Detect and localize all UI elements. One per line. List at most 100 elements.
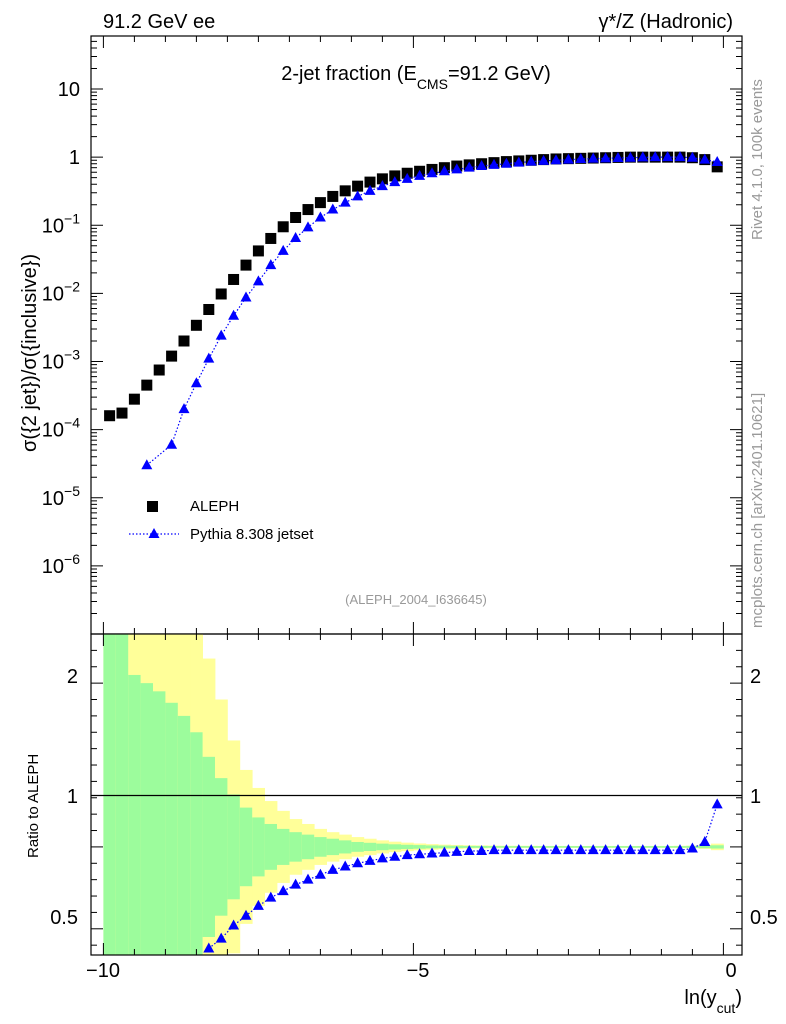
main-ytick-label: 10 [58, 79, 80, 101]
aleph-data-point [327, 190, 339, 202]
ratio-ytick-label-2-right: 2 [750, 666, 761, 688]
aleph-data-point [240, 259, 252, 271]
pythia-data-point [277, 244, 289, 255]
pythia-data-point [401, 172, 413, 183]
ratio-stat-band [252, 817, 265, 877]
ratio-uncertainty-bands [103, 634, 724, 955]
main-ytick-label-exponent: −6 [64, 551, 80, 567]
xlabel-pre: ln(y [684, 987, 716, 1009]
ratio-pythia-point [265, 891, 277, 902]
pythia-data-point [240, 291, 252, 302]
main-ytick-label-exponent: −3 [64, 347, 80, 363]
ratio-pythia-point [426, 847, 438, 858]
pythia-data-point [488, 158, 500, 169]
ratio-stat-band [165, 702, 179, 955]
aleph-data-point [128, 393, 140, 405]
main-y-axis-label: σ({2 jet})/σ({inclusive}) [19, 254, 41, 452]
ratio-plot-frame [90, 633, 743, 956]
ratio-stat-band [438, 845, 451, 849]
aleph-data-point [265, 232, 277, 244]
ratio-pythia-point [401, 849, 413, 860]
pythia-data-point [252, 275, 264, 286]
pythia-data-point [389, 176, 401, 187]
pythia-data-point [587, 152, 599, 163]
ratio-pythia-point [488, 844, 500, 855]
aleph-data-point [178, 335, 190, 347]
aleph-data-point [228, 273, 240, 285]
pythia-data-point [302, 221, 314, 232]
ratio-y-axis-label: Ratio to ALEPH [25, 754, 42, 858]
pythia-data-point [686, 151, 698, 162]
main-ytick-label-base: 10 [42, 488, 64, 510]
xlabel-subscript: cut [717, 1000, 736, 1016]
pythia-data-point [637, 151, 649, 162]
ratio-stat-band [153, 691, 166, 955]
ratio-series [203, 798, 723, 953]
ratio-pythia-point [500, 844, 512, 855]
ratio-stat-band [711, 845, 724, 849]
ratio-stat-band [264, 823, 278, 870]
ratio-pythia-point [575, 844, 587, 855]
ratio-stat-band [103, 634, 117, 955]
main-ytick-label-exponent: −1 [64, 210, 80, 226]
ratio-stat-band [202, 756, 216, 937]
ratio-stat-band [115, 634, 129, 955]
ratio-stat-band [301, 834, 315, 860]
title-subscript: CMS [417, 76, 448, 92]
main-ytick-label-base: 10 [42, 420, 64, 442]
pythia-data-point [339, 196, 351, 207]
aleph-data-point [389, 170, 401, 182]
aleph-data-point [314, 197, 326, 209]
pythia-data-point [463, 161, 475, 172]
header-process: γ*/Z (Hadronic) [599, 11, 733, 33]
pythia-data-point [711, 155, 723, 166]
ratio-stat-band [413, 845, 427, 849]
aleph-data-point [141, 379, 153, 391]
ratio-pythia-point [538, 844, 550, 855]
pythia-data-point [314, 211, 326, 222]
pythia-data-point [624, 151, 636, 162]
main-ytick-label: 10−1 [42, 210, 80, 237]
ratio-stat-band [376, 843, 389, 851]
xtick-label-minus5: −5 [407, 960, 430, 982]
legend-label-pythia: Pythia 8.308 jetset [190, 526, 314, 543]
aleph-data-point [364, 176, 376, 188]
ratio-stat-band [363, 842, 377, 852]
main-ytick-label-base: 1 [69, 147, 80, 169]
ratio-pythia-point [228, 919, 240, 930]
aleph-data-point [302, 204, 314, 216]
pythia-data-point [228, 309, 240, 320]
pythia-line [146, 156, 718, 466]
aleph-data-point [116, 407, 128, 419]
pythia-data-point [327, 203, 339, 214]
main-ytick-label: 10−3 [42, 347, 80, 374]
ratio-pythia-point [463, 845, 475, 856]
aleph-data-point [352, 180, 364, 192]
ratio-pythia-point [389, 850, 401, 861]
ratio-pythia-point [277, 885, 289, 896]
ratio-pythia-point [290, 878, 302, 889]
ratio-pythia-point [451, 845, 463, 856]
xtick-label-minus10: −10 [86, 960, 120, 982]
ratio-stat-band [351, 841, 365, 852]
pythia-data-point [352, 190, 364, 201]
ratio-ytick-label-0.5-left: 0.5 [50, 907, 78, 929]
ratio-pythia-point [314, 868, 326, 879]
ratio-pythia-point [302, 873, 314, 884]
ratio-pythia-point [674, 844, 686, 855]
pythia-data-point [662, 151, 674, 162]
ratio-ytick-label-0.5-right: 0.5 [750, 907, 778, 929]
pythia-data-point [451, 163, 463, 174]
pythia-data-point [178, 403, 190, 414]
legend-marker-pythia [148, 528, 160, 538]
legend-marker-aleph [147, 501, 158, 512]
ratio-pythia-point [600, 844, 612, 855]
main-ytick-label: 10−4 [42, 415, 80, 442]
pythia-data-point [562, 153, 574, 164]
pythia-data-point [538, 154, 550, 165]
ratio-panel: Ratio to ALEPH 2 1 0.5 2 1 0.5 −10 −5 0 … [25, 633, 778, 1016]
xlabel-post: ) [735, 987, 742, 1009]
main-ytick-label-base: 10 [42, 352, 64, 374]
ratio-stat-band [401, 844, 414, 850]
